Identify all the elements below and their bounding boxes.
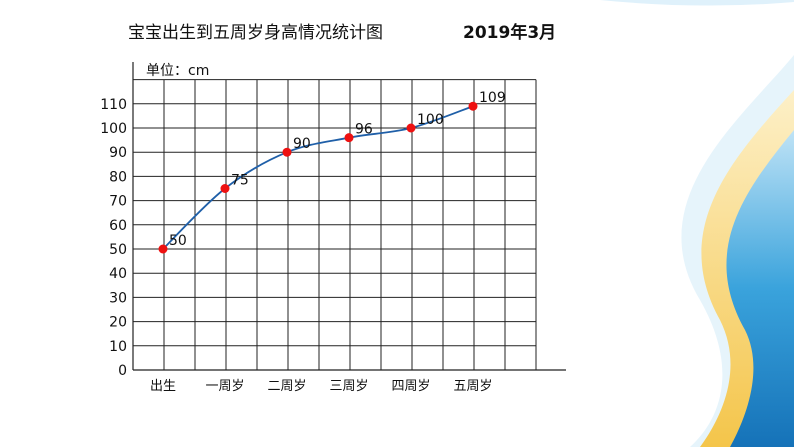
y-tick-label: 20 <box>109 315 127 331</box>
y-axis-unit-label: 单位：cm <box>146 63 210 79</box>
x-tick-label: 五周岁 <box>453 379 492 394</box>
chart-title: 宝宝出生到五周岁身高情况统计图 <box>128 23 383 43</box>
y-tick-label: 10 <box>109 339 127 355</box>
y-tick-label: 70 <box>109 194 127 210</box>
data-point <box>158 244 168 254</box>
y-tick-label: 40 <box>109 266 127 282</box>
data-point <box>220 184 230 193</box>
x-tick-label: 三周岁 <box>329 379 368 394</box>
data-point <box>344 133 354 143</box>
y-tick-label: 50 <box>109 242 127 258</box>
data-point <box>468 101 478 111</box>
y-tick-label: 0 <box>118 363 127 379</box>
y-tick-label: 110 <box>100 97 127 113</box>
y-tick-label: 80 <box>109 169 127 185</box>
y-tick-label: 30 <box>109 290 127 306</box>
series-line <box>162 105 474 250</box>
y-tick-label: 100 <box>100 121 127 137</box>
x-tick-label: 四周岁 <box>391 379 430 394</box>
y-tick-label: 60 <box>109 218 127 234</box>
data-label: 100 <box>417 112 444 128</box>
data-label: 109 <box>479 90 506 106</box>
x-tick-label: 一周岁 <box>205 379 244 394</box>
x-tick-label: 出生 <box>150 379 176 394</box>
data-label: 90 <box>293 136 311 152</box>
chart-date: 2019年3月 <box>463 23 557 43</box>
top-accent-wave <box>600 0 794 6</box>
data-point <box>406 123 416 133</box>
x-tick-label: 二周岁 <box>267 379 306 394</box>
y-tick-label: 90 <box>109 145 127 161</box>
blue-wave <box>726 130 794 447</box>
data-label: 75 <box>231 173 249 189</box>
data-point <box>282 147 292 157</box>
data-label: 96 <box>355 122 373 138</box>
data-label: 50 <box>169 233 187 249</box>
